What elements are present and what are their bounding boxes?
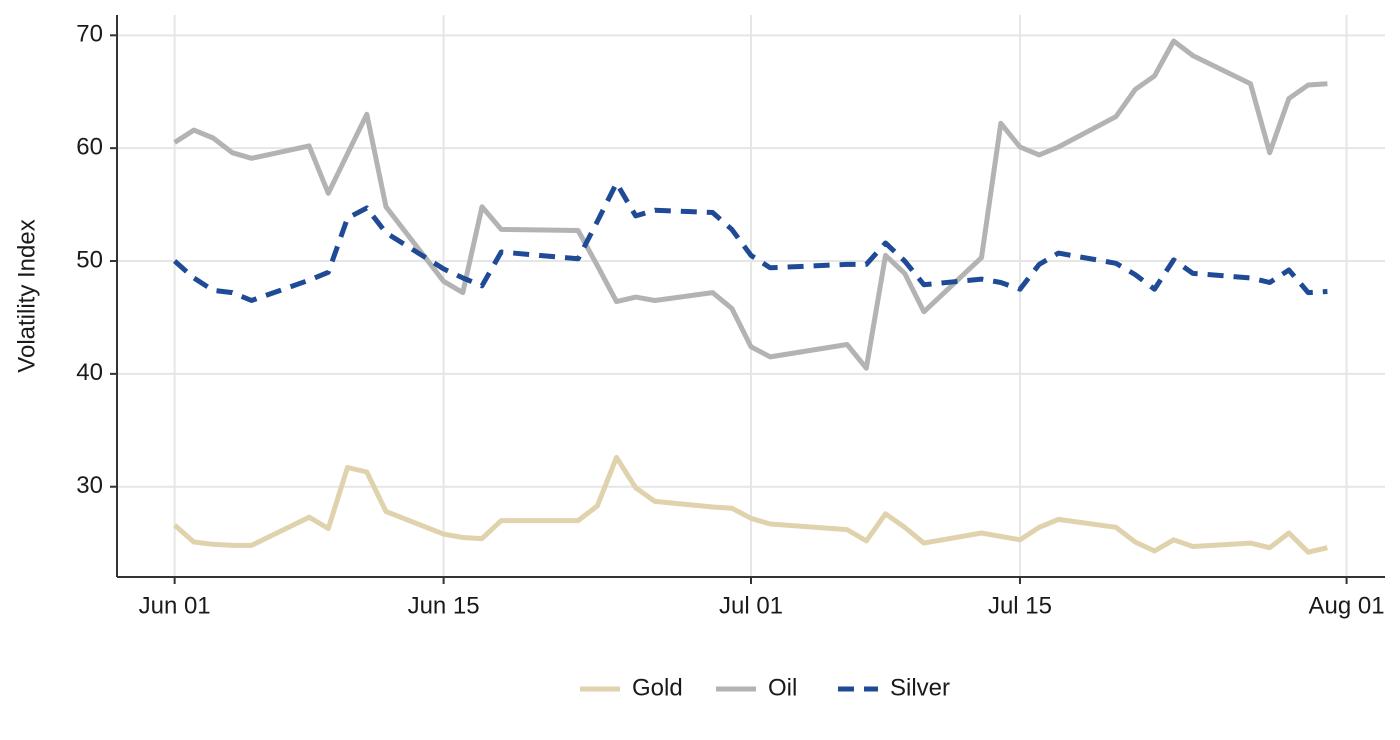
x-tick-label: Jun 01: [139, 592, 211, 619]
y-tick-label: 30: [76, 472, 103, 499]
x-tick-label: Jun 15: [408, 592, 480, 619]
series-line: [172, 454, 1328, 555]
y-tick-label: 40: [76, 359, 103, 386]
legend-label: Oil: [768, 674, 797, 701]
x-tick-label: Aug 01: [1309, 592, 1385, 619]
series-line: [173, 38, 1328, 371]
y-tick-label: 50: [76, 246, 103, 273]
series-line: [172, 180, 1328, 303]
legend-label: Gold: [632, 674, 683, 701]
y-tick-label: 70: [76, 21, 103, 48]
legend-label: Silver: [890, 674, 950, 701]
y-axis-title: Volatility Index: [13, 219, 40, 372]
x-tick-label: Jul 15: [988, 592, 1052, 619]
y-tick-label: 60: [76, 134, 103, 161]
x-tick-label: Jul 01: [719, 592, 783, 619]
